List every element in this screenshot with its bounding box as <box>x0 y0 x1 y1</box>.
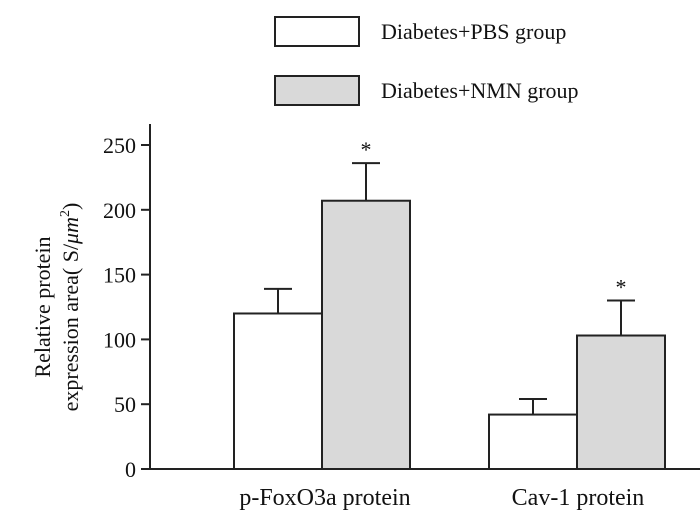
legend-label: Diabetes+NMN group <box>381 78 579 103</box>
significance-mark: * <box>361 137 372 162</box>
significance-mark: * <box>616 275 627 300</box>
legend: Diabetes+PBS group Diabetes+NMN group <box>274 16 579 106</box>
y-tick-label: 200 <box>103 198 136 223</box>
y-tick-label: 50 <box>114 392 136 417</box>
category-label: p-FoxO3a protein <box>239 485 410 511</box>
legend-label: Diabetes+PBS group <box>381 19 566 44</box>
bar <box>576 334 666 470</box>
bars: ** <box>233 137 666 471</box>
bar <box>321 199 411 470</box>
y-axis-label: Relative protein expression area( S/μm2) <box>30 203 83 412</box>
bar <box>488 413 578 470</box>
legend-swatch <box>274 75 360 106</box>
bar <box>233 312 323 471</box>
y-tick-label: 250 <box>103 133 136 158</box>
y-axis-label-line2: expression area( S/μm2) <box>58 203 83 412</box>
category-labels: p-FoxO3a protein Cav-1 protein <box>239 485 644 511</box>
legend-swatch <box>274 16 360 47</box>
y-axis-label-line1: Relative protein <box>30 236 55 377</box>
y-tick-label: 100 <box>103 327 136 352</box>
category-label: Cav-1 protein <box>512 485 645 511</box>
y-tick-label: 150 <box>103 263 136 288</box>
y-tick-label: 0 <box>125 457 136 482</box>
